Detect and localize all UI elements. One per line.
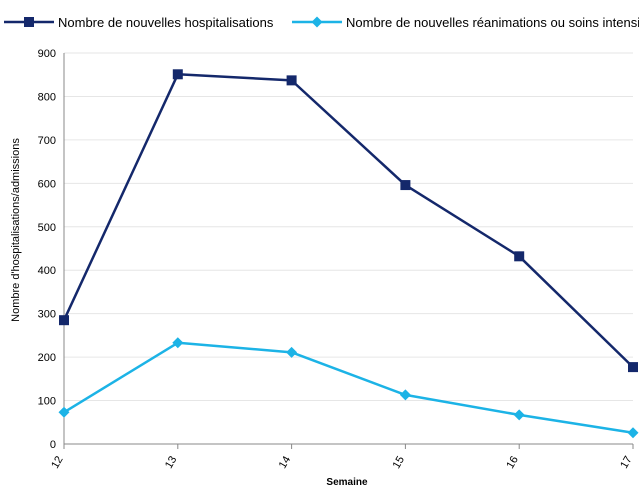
y-tick-label: 200 — [38, 352, 56, 364]
series-2-point — [58, 406, 70, 418]
series-1-point — [59, 315, 69, 326]
series-1-point — [400, 180, 411, 191]
legend-marker-1 — [24, 17, 34, 27]
axes: 0 100 200 300 400 500 600 700 800 900 12 13 14 15 16 17 — [38, 48, 635, 471]
series-2-point — [513, 409, 525, 421]
y-tick-label: 600 — [38, 178, 56, 190]
legend: Nombre de nouvelles hospitalisations Nomb… — [4, 15, 639, 30]
x-tick-label: 16 — [504, 454, 521, 471]
series-1-point — [514, 251, 525, 262]
y-tick-label: 300 — [38, 309, 56, 321]
series-1-point — [172, 69, 183, 80]
series-2-point — [627, 427, 639, 439]
y-tick-label: 900 — [38, 48, 56, 60]
x-axis-title: Semaine — [326, 477, 368, 487]
series-2-point — [172, 337, 184, 349]
x-tick-label: 13 — [163, 454, 180, 471]
series-1-point — [628, 362, 638, 373]
y-tick-label: 800 — [38, 91, 56, 103]
legend-marker-2 — [311, 16, 323, 28]
x-tick-label: 12 — [49, 454, 66, 471]
x-tick-label: 17 — [618, 454, 635, 471]
series-line-1 — [62, 73, 634, 368]
series-2-point — [399, 389, 411, 401]
series-line-2 — [63, 341, 634, 434]
y-tick-label: 400 — [38, 265, 56, 277]
legend-label-2: Nombre de nouvelles réanimations ou soin… — [346, 15, 639, 30]
y-tick-label: 500 — [38, 222, 56, 234]
y-tick-label: 100 — [38, 396, 56, 408]
series-2-point — [286, 346, 298, 358]
x-tick-label: 14 — [277, 454, 294, 471]
y-tick-label: 700 — [38, 135, 56, 147]
series-1-point — [286, 75, 297, 86]
x-tick-label: 15 — [391, 454, 408, 471]
legend-label-1: Nombre de nouvelles hospitalisations — [58, 15, 274, 30]
y-axis-title: Nombre d'hospitalisations/admissions — [10, 138, 22, 322]
series-layer — [58, 69, 639, 439]
y-tick-label: 0 — [50, 439, 56, 451]
gridlines — [64, 52, 633, 402]
